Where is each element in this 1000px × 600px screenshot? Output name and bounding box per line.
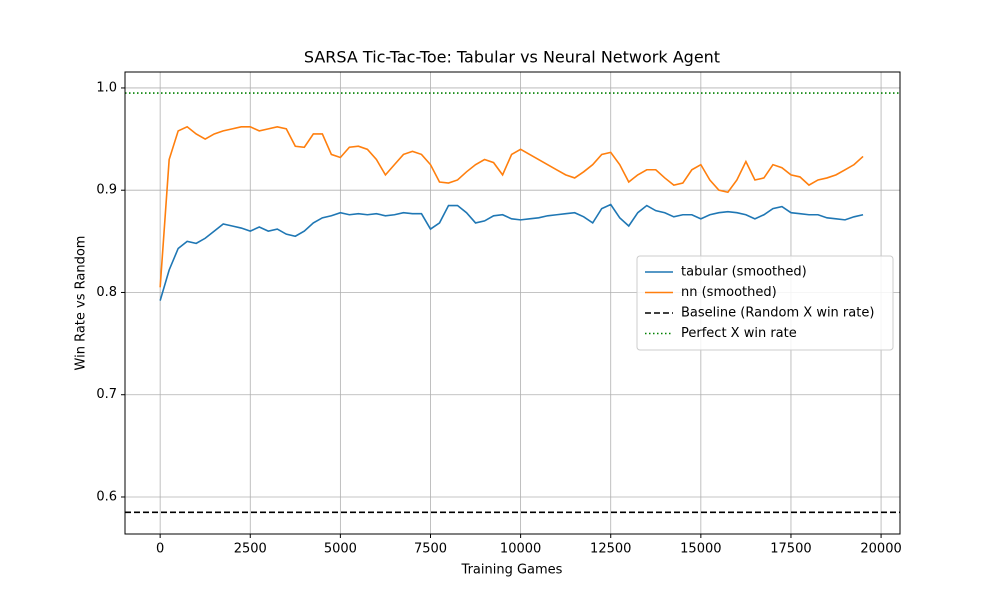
y-tick-label: 0.6 (96, 489, 117, 504)
legend-label: Perfect X win rate (681, 326, 797, 341)
x-tick-label: 17500 (770, 542, 811, 557)
legend-box (636, 255, 894, 351)
legend: tabular (smoothed) nn (smoothed) Baseline … (636, 255, 894, 351)
legend-label: tabular (smoothed) (681, 265, 807, 280)
x-axis-label: Training Games (461, 563, 563, 578)
x-tick-label: 15000 (680, 542, 721, 557)
legend-label: Baseline (Random X win rate) (681, 306, 874, 321)
x-tick-label: 0 (156, 542, 164, 557)
y-tick-label: 0.9 (96, 183, 117, 198)
x-tick-label: 7500 (414, 542, 447, 557)
x-tick-label: 2500 (234, 542, 267, 557)
x-tick-label: 20000 (860, 542, 901, 557)
line-series (159, 125, 864, 288)
y-tick-label: 0.8 (96, 285, 117, 300)
legend-label: nn (smoothed) (681, 285, 777, 300)
x-tick-label: 12500 (590, 542, 631, 557)
y-axis-label: Win Rate vs Random (74, 236, 89, 371)
chart-title: SARSA Tic-Tac-Toe: Tabular vs Neural Net… (304, 48, 720, 67)
x-tick-label: 5000 (324, 542, 357, 557)
line-series (159, 203, 864, 301)
y-tick-label: 1.0 (96, 80, 117, 95)
x-tick-label: 10000 (500, 542, 541, 557)
y-tick-label: 0.7 (96, 387, 117, 402)
plot-frame (124, 71, 901, 535)
